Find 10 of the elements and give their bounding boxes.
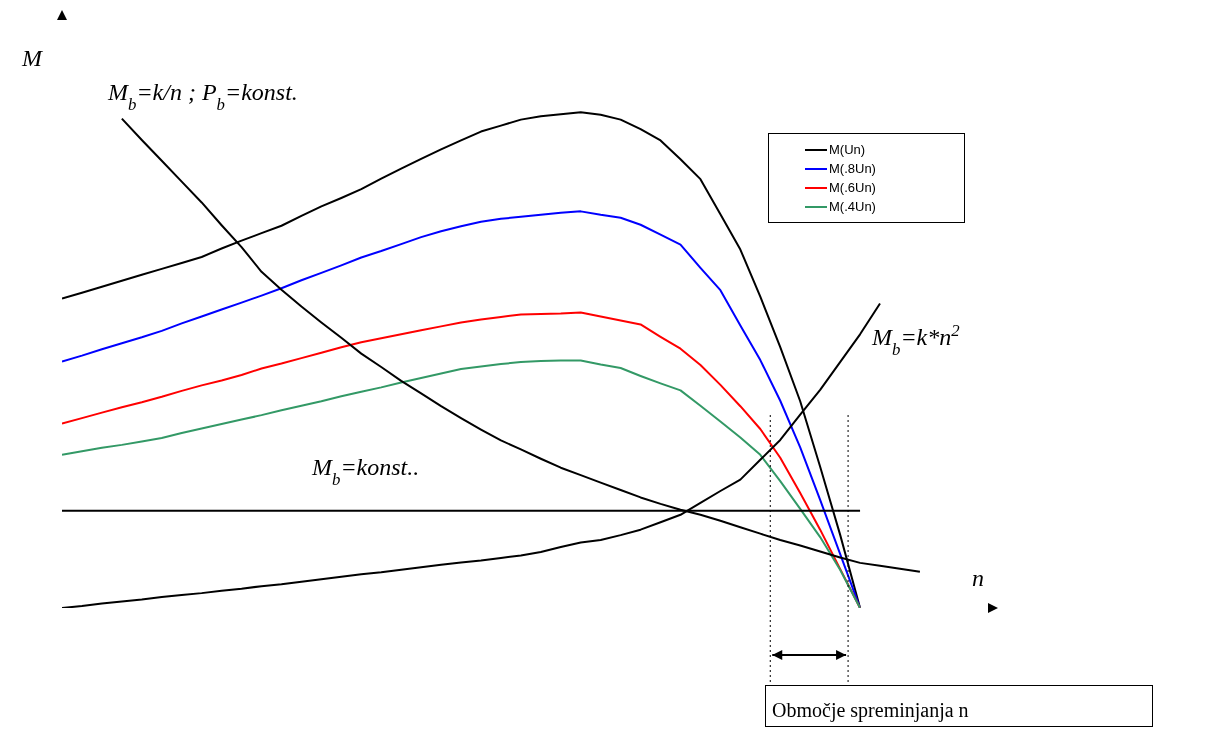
legend-label: M(.4Un) [829, 199, 876, 214]
legend-label: M(.8Un) [829, 161, 876, 176]
legend-label: M(Un) [829, 142, 866, 157]
text: Območje spreminjanja n [765, 685, 1153, 727]
y-axis-title: M [21, 45, 44, 71]
x-axis-title: n [972, 565, 984, 591]
legend-label: M(.6Un) [829, 180, 876, 195]
annotation: M$_{b}$=k/n ; P$_{b}$=konst. [107, 79, 298, 114]
annotation: M$_{b}$=konst.. [311, 454, 420, 489]
annotation: M$_{b}$=k*n$^{2}$ [871, 320, 961, 359]
